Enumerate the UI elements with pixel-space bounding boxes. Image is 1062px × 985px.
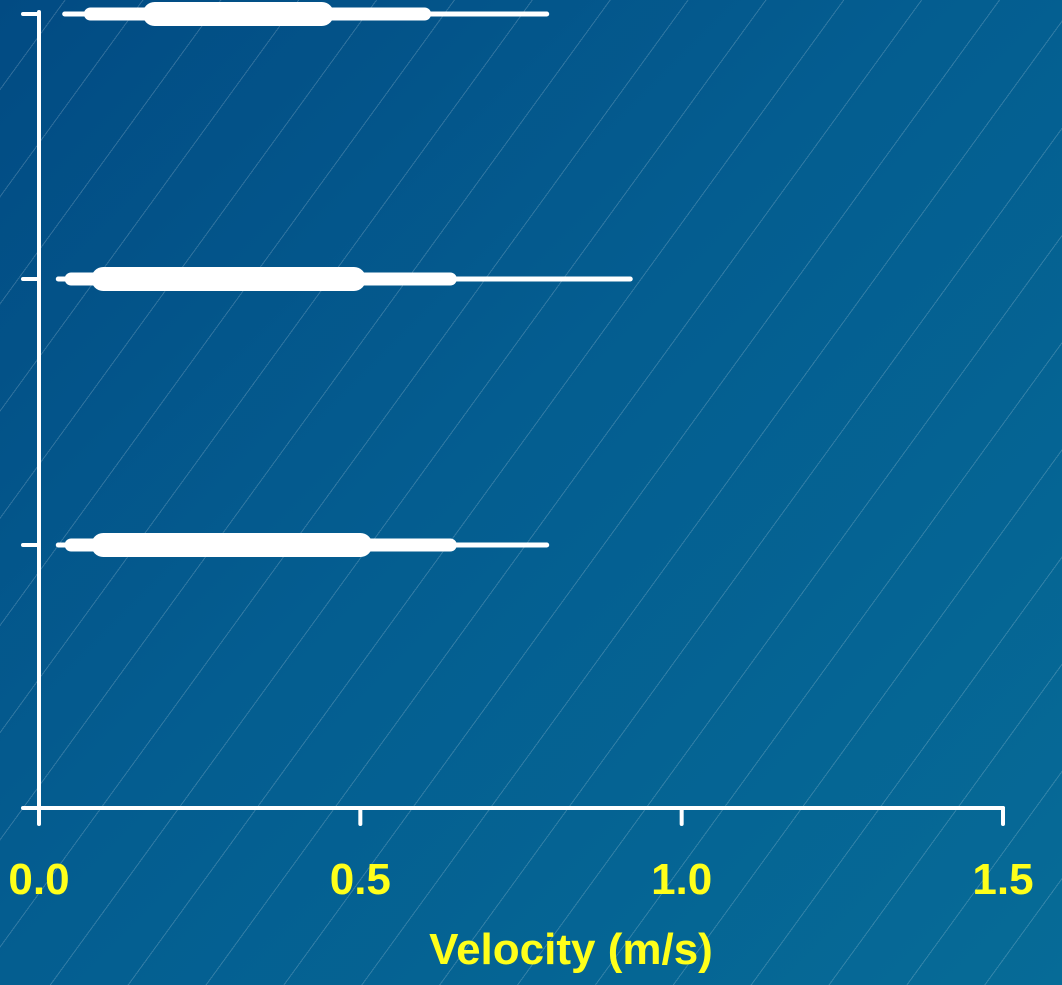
x-tick-label-1: 0.5	[329, 855, 391, 904]
x-tick-label-3: 1.5	[972, 855, 1034, 904]
x-tick-label-0: 0.0	[8, 855, 70, 904]
axis-lines	[37, 10, 1005, 810]
axes	[21, 10, 1005, 826]
x-tick-label-2: 1.0	[651, 855, 713, 904]
interval-marks	[55, 2, 633, 557]
x-axis-title: Velocity (m/s)	[429, 925, 713, 974]
